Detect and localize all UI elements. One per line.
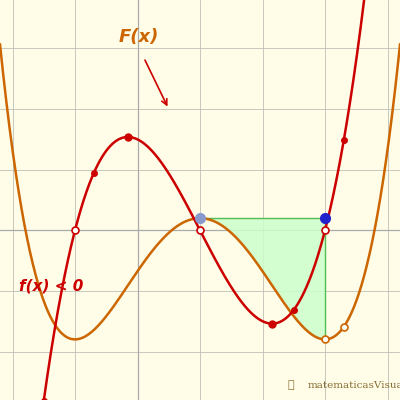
Text: f(x) < 0: f(x) < 0: [19, 279, 83, 294]
Text: Ⓒ: Ⓒ: [288, 380, 295, 390]
Text: F(x): F(x): [119, 28, 159, 46]
Text: matematicasVisuales: matematicasVisuales: [308, 381, 400, 390]
